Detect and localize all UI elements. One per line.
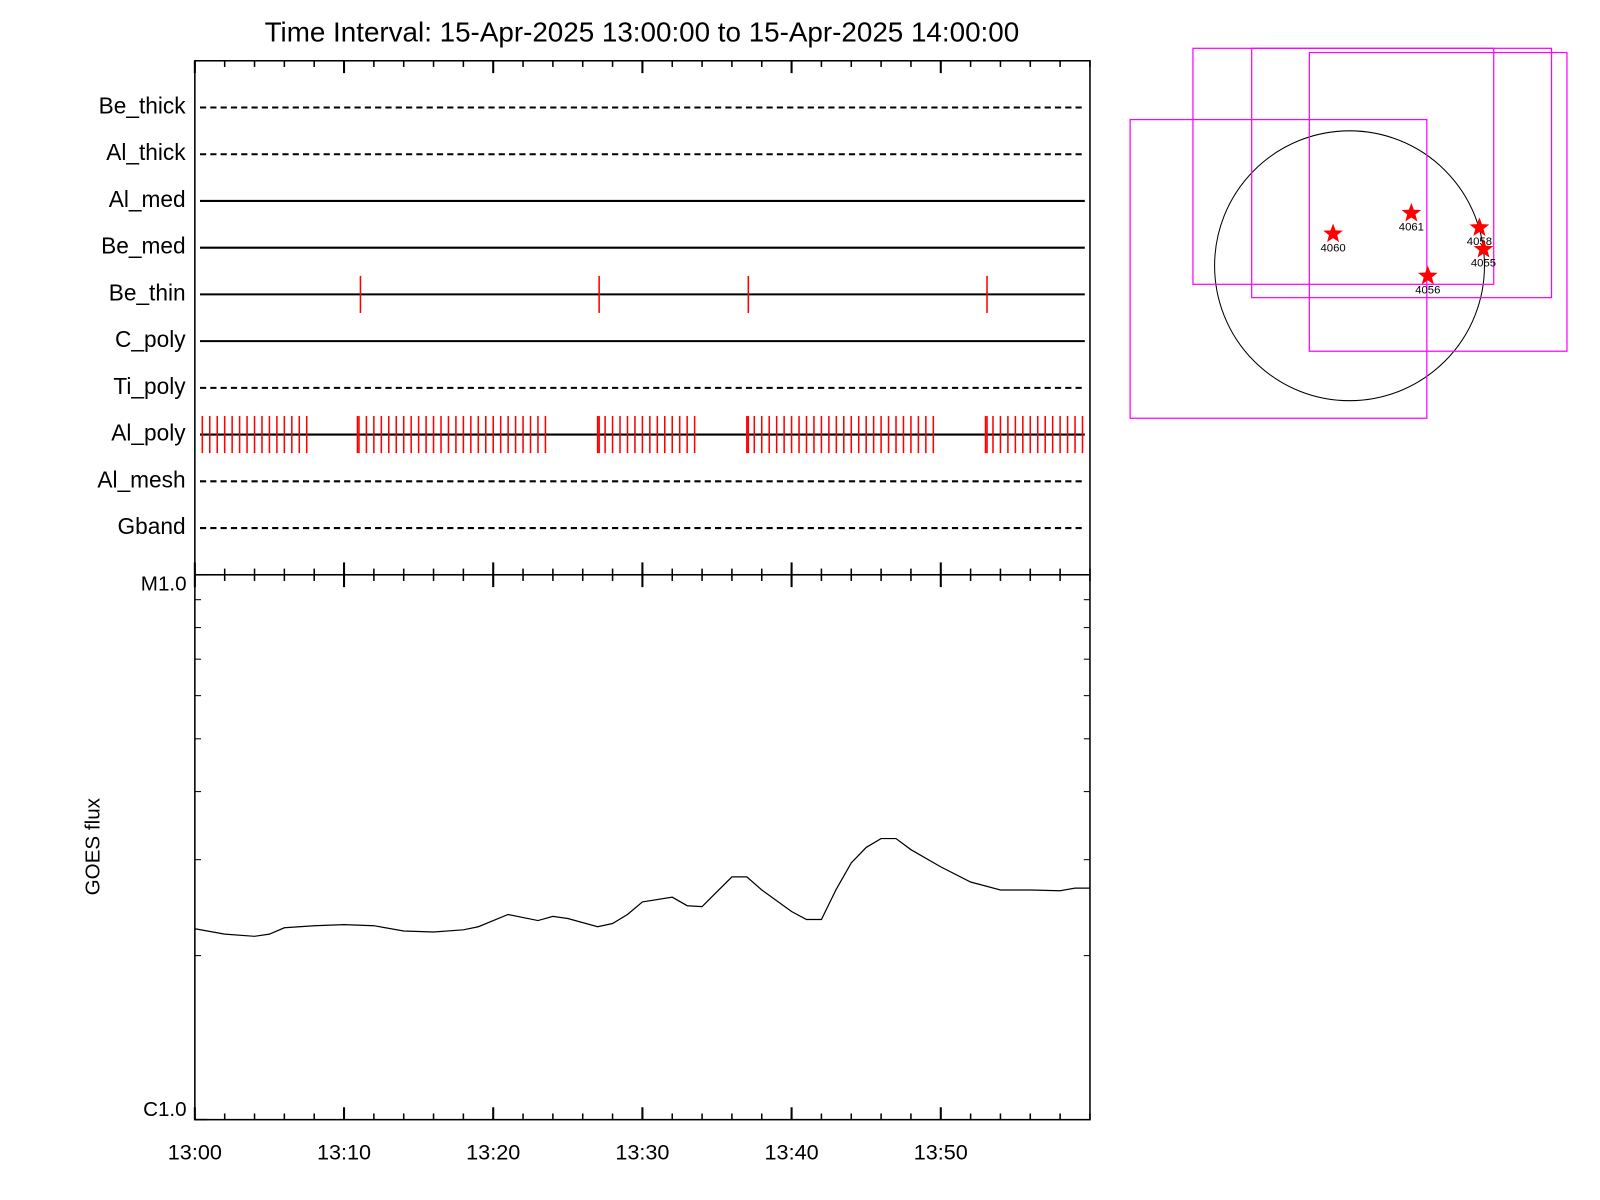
x-tick-label: 13:30 xyxy=(615,1139,669,1164)
region-label: 4056 xyxy=(1415,284,1440,296)
filter-label: Al_thick xyxy=(106,139,186,165)
filter-label: Al_poly xyxy=(111,420,186,446)
x-tick-label: 13:10 xyxy=(317,1139,371,1164)
region-star xyxy=(1473,238,1494,258)
fov-box xyxy=(1308,51,1568,352)
filter-label: Ti_poly xyxy=(113,373,186,399)
y-axis-label: GOES flux xyxy=(81,797,104,895)
filter-label: Be_thick xyxy=(99,92,187,118)
x-tick-label: 13:20 xyxy=(466,1139,520,1164)
region-star xyxy=(1323,223,1343,243)
region-label: 4061 xyxy=(1399,222,1424,234)
filter-label: C_poly xyxy=(115,326,186,352)
region-star xyxy=(1401,202,1422,222)
panel-frame xyxy=(194,60,1091,576)
filter-label: Be_thin xyxy=(109,279,186,305)
x-tick-label: 13:50 xyxy=(914,1139,968,1164)
filter-label: Al_med xyxy=(109,186,186,212)
panel-frame xyxy=(194,573,1091,1121)
region-star xyxy=(1418,265,1438,285)
chart-title: Time Interval: 15-Apr-2025 13:00:00 to 1… xyxy=(265,16,1020,47)
x-tick-label: 13:00 xyxy=(168,1139,222,1164)
y-tick-label: C1.0 xyxy=(143,1098,187,1121)
solar-disk xyxy=(1214,130,1485,402)
fov-box xyxy=(1129,118,1428,419)
fov-box xyxy=(1251,47,1553,299)
region-label: 4060 xyxy=(1320,242,1345,254)
region-star xyxy=(1469,217,1490,236)
x-tick-label: 13:40 xyxy=(765,1139,819,1164)
goes-flux-line xyxy=(194,837,1090,937)
filter-label: Be_med xyxy=(101,233,185,259)
filter-label: Gband xyxy=(118,513,186,539)
y-tick-label: M1.0 xyxy=(141,573,187,596)
filter-label: Al_mesh xyxy=(97,466,185,492)
region-label: 4055 xyxy=(1471,258,1496,270)
